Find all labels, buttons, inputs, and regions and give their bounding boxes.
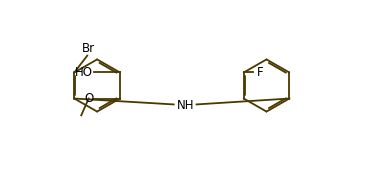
Text: F: F: [257, 66, 263, 79]
Text: HO: HO: [75, 66, 93, 79]
Text: NH: NH: [177, 99, 194, 112]
Text: O: O: [84, 92, 93, 105]
Text: Br: Br: [81, 42, 95, 55]
